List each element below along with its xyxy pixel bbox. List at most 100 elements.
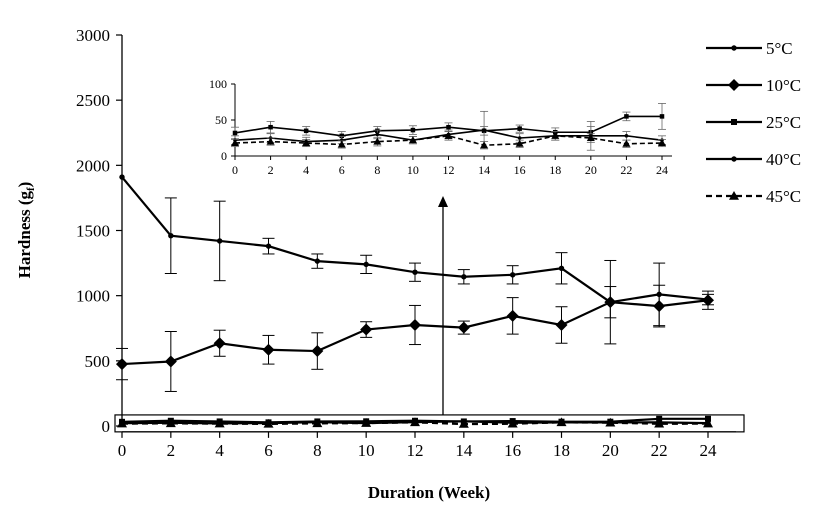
data-point (703, 418, 713, 428)
data-point (507, 418, 518, 428)
y-tick-label: 3000 (76, 26, 110, 45)
legend-label: 10°C (766, 76, 801, 95)
legend-entry: 5°C (706, 39, 793, 58)
data-point (458, 419, 469, 428)
inset-data-point (482, 128, 486, 132)
x-tick-label: 18 (553, 441, 570, 460)
x-tick-label: 10 (358, 441, 375, 460)
y-tick-label: 1500 (76, 222, 110, 241)
data-point (506, 309, 519, 322)
data-point (312, 418, 323, 428)
x-tick-label: 12 (407, 441, 424, 460)
legend-marker (729, 191, 739, 200)
data-point (363, 261, 369, 268)
inset-data-point (622, 139, 631, 147)
y-tick-label: 500 (85, 352, 111, 371)
data-point (558, 265, 565, 271)
x-tick-label: 6 (264, 441, 273, 460)
legend-label: 40°C (766, 150, 801, 169)
inset-x-tick-label: 2 (268, 163, 274, 177)
inset-data-point (658, 139, 666, 147)
inset-x-tick-label: 8 (374, 163, 380, 177)
inset-x-tick-label: 18 (549, 163, 561, 177)
series-45°C (117, 417, 713, 428)
legend-label: 5°C (766, 39, 793, 58)
x-axis-label: Duration (Week) (368, 483, 490, 502)
legend-marker (728, 79, 740, 91)
data-point (311, 345, 324, 358)
inset-x-tick-label: 10 (407, 163, 419, 177)
inset-x-tick-label: 14 (478, 163, 490, 177)
legend-entry: 25°C (706, 113, 801, 132)
data-point (213, 337, 226, 350)
inset-data-point (480, 141, 489, 149)
inset-data-point (659, 114, 665, 119)
inset-data-point (232, 130, 238, 136)
inset-data-point (337, 140, 346, 148)
inset-x-tick-label: 6 (339, 163, 345, 177)
data-point (409, 318, 421, 331)
data-point (262, 343, 275, 356)
inset-series-45°C (231, 131, 666, 150)
data-point (214, 418, 225, 428)
data-point (216, 238, 223, 244)
x-tick-label: 2 (167, 441, 176, 460)
inset-data-point (624, 134, 629, 138)
y-tick-label: 0 (102, 417, 111, 436)
inset-data-point (517, 136, 522, 140)
data-point (555, 318, 568, 331)
inset-data-point (446, 124, 451, 130)
series-line (121, 176, 709, 304)
inset-data-point (551, 131, 560, 139)
series-5°C (119, 174, 714, 345)
data-point (360, 323, 373, 336)
inset-x-tick-label: 4 (303, 163, 309, 177)
inset-data-point (408, 136, 417, 144)
y-tick-label: 1000 (76, 287, 110, 306)
inset-data-point (375, 132, 380, 137)
inset-data-point (231, 139, 239, 147)
inset-data-point (373, 137, 382, 145)
data-point (164, 355, 177, 368)
inset-data-point (339, 133, 344, 139)
inset-data-point (303, 128, 309, 134)
inset-y-tick-label: 0 (221, 149, 227, 163)
legend-marker (731, 45, 737, 51)
legend-label: 25°C (766, 113, 801, 132)
x-tick-label: 22 (651, 441, 668, 460)
inset-data-point (410, 127, 416, 133)
inset-series-40°C (231, 110, 666, 151)
legend-entry: 40°C (706, 150, 801, 169)
data-point (604, 296, 617, 309)
data-point (605, 417, 616, 427)
data-point (509, 272, 516, 278)
legend-marker (731, 156, 737, 162)
inset-x-tick-label: 22 (620, 163, 632, 177)
x-tick-label: 0 (118, 441, 127, 460)
data-point (263, 418, 274, 428)
inset-y-tick-label: 100 (209, 77, 227, 91)
legend-entry: 10°C (706, 76, 801, 95)
data-point (168, 233, 174, 239)
data-point (461, 274, 467, 280)
x-tick-label: 8 (313, 441, 322, 460)
series-10°C (116, 284, 714, 392)
legend-marker (731, 119, 737, 125)
data-point (117, 418, 127, 428)
inset-data-point (302, 139, 311, 147)
data-point (361, 418, 372, 427)
x-tick-label: 24 (700, 441, 718, 460)
data-point (457, 321, 470, 334)
data-point (119, 174, 125, 180)
inset-data-point (266, 137, 275, 145)
x-tick-label: 4 (215, 441, 224, 460)
data-point (165, 418, 176, 428)
inset-data-point (517, 126, 522, 131)
inset-x-tick-label: 0 (232, 163, 238, 177)
inset-data-point (586, 134, 595, 141)
data-point (653, 300, 666, 313)
y-tick-label: 2500 (76, 91, 110, 110)
y-axis-label: Hardness (gf) (15, 182, 37, 279)
